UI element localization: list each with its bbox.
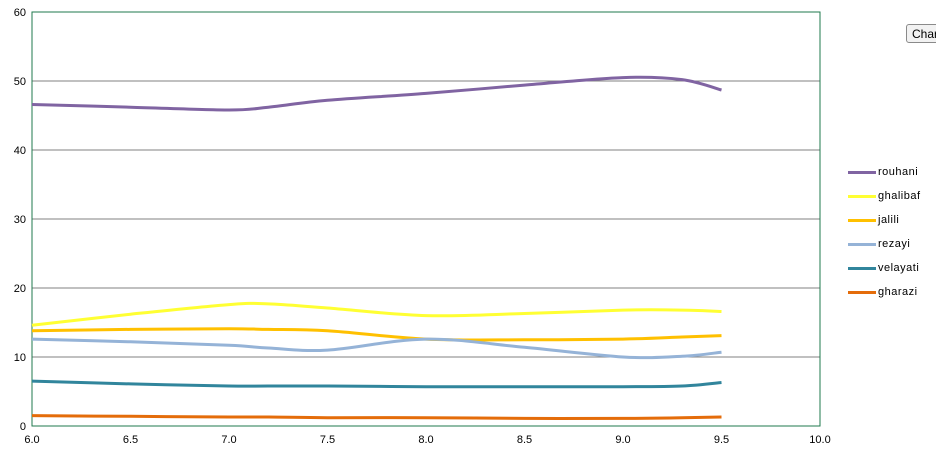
series-line-rezayi <box>31 337 722 360</box>
legend-swatch <box>848 290 876 294</box>
legend-swatch <box>848 218 876 222</box>
series-line-velayati <box>31 379 722 389</box>
legend-item-gharazi: gharazi <box>848 280 921 304</box>
x-tick-label: 10.0 <box>809 434 830 446</box>
y-tick-label: 20 <box>14 283 26 295</box>
legend-label: rouhani <box>878 166 919 178</box>
legend-swatch <box>848 170 876 174</box>
series-line-rouhani <box>31 75 722 112</box>
y-tick-label: 50 <box>14 76 26 88</box>
x-tick-label: 9.0 <box>615 434 630 446</box>
legend-label: jalili <box>878 214 900 226</box>
legend-item-velayati: velayati <box>848 256 921 280</box>
series-line-ghalibaf <box>31 301 722 327</box>
legend-item-ghalibaf: ghalibaf <box>848 184 921 208</box>
series-line-gharazi <box>31 414 722 420</box>
x-axis-tick-labels: 6.0 6.5 7.0 7.5 8.0 8.5 9.0 9.5 10.0 <box>24 434 830 446</box>
legend-item-rouhani: rouhani <box>848 160 921 184</box>
legend: rouhani ghalibaf jalili rezayi velayati ghara… <box>848 160 921 304</box>
x-tick-label: 8.0 <box>418 434 433 446</box>
y-tick-label: 40 <box>14 145 26 157</box>
legend-swatch <box>848 266 876 270</box>
x-tick-label: 7.0 <box>221 434 236 446</box>
y-tick-label: 0 <box>20 421 26 433</box>
x-tick-label: 9.5 <box>714 434 729 446</box>
x-tick-label: 8.5 <box>517 434 532 446</box>
x-tick-label: 6.0 <box>24 434 39 446</box>
y-tick-label: 30 <box>14 214 26 226</box>
legend-label: ghalibaf <box>878 190 921 202</box>
series-lines <box>31 75 722 420</box>
legend-item-rezayi: rezayi <box>848 232 921 256</box>
y-tick-label: 10 <box>14 352 26 364</box>
y-tick-label: 60 <box>14 7 26 19</box>
legend-swatch <box>848 194 876 198</box>
legend-item-jalili: jalili <box>848 208 921 232</box>
plot-area-border <box>31 11 821 427</box>
legend-label: rezayi <box>878 238 911 250</box>
legend-swatch <box>848 242 876 246</box>
y-axis-tick-labels: 0 10 20 30 40 50 60 <box>14 7 26 433</box>
x-tick-label: 7.5 <box>320 434 335 446</box>
chart-button[interactable]: Char <box>906 24 936 43</box>
series-line-jalili <box>31 327 722 342</box>
legend-label: velayati <box>878 262 920 274</box>
x-tick-label: 6.5 <box>123 434 138 446</box>
legend-label: gharazi <box>878 286 918 298</box>
